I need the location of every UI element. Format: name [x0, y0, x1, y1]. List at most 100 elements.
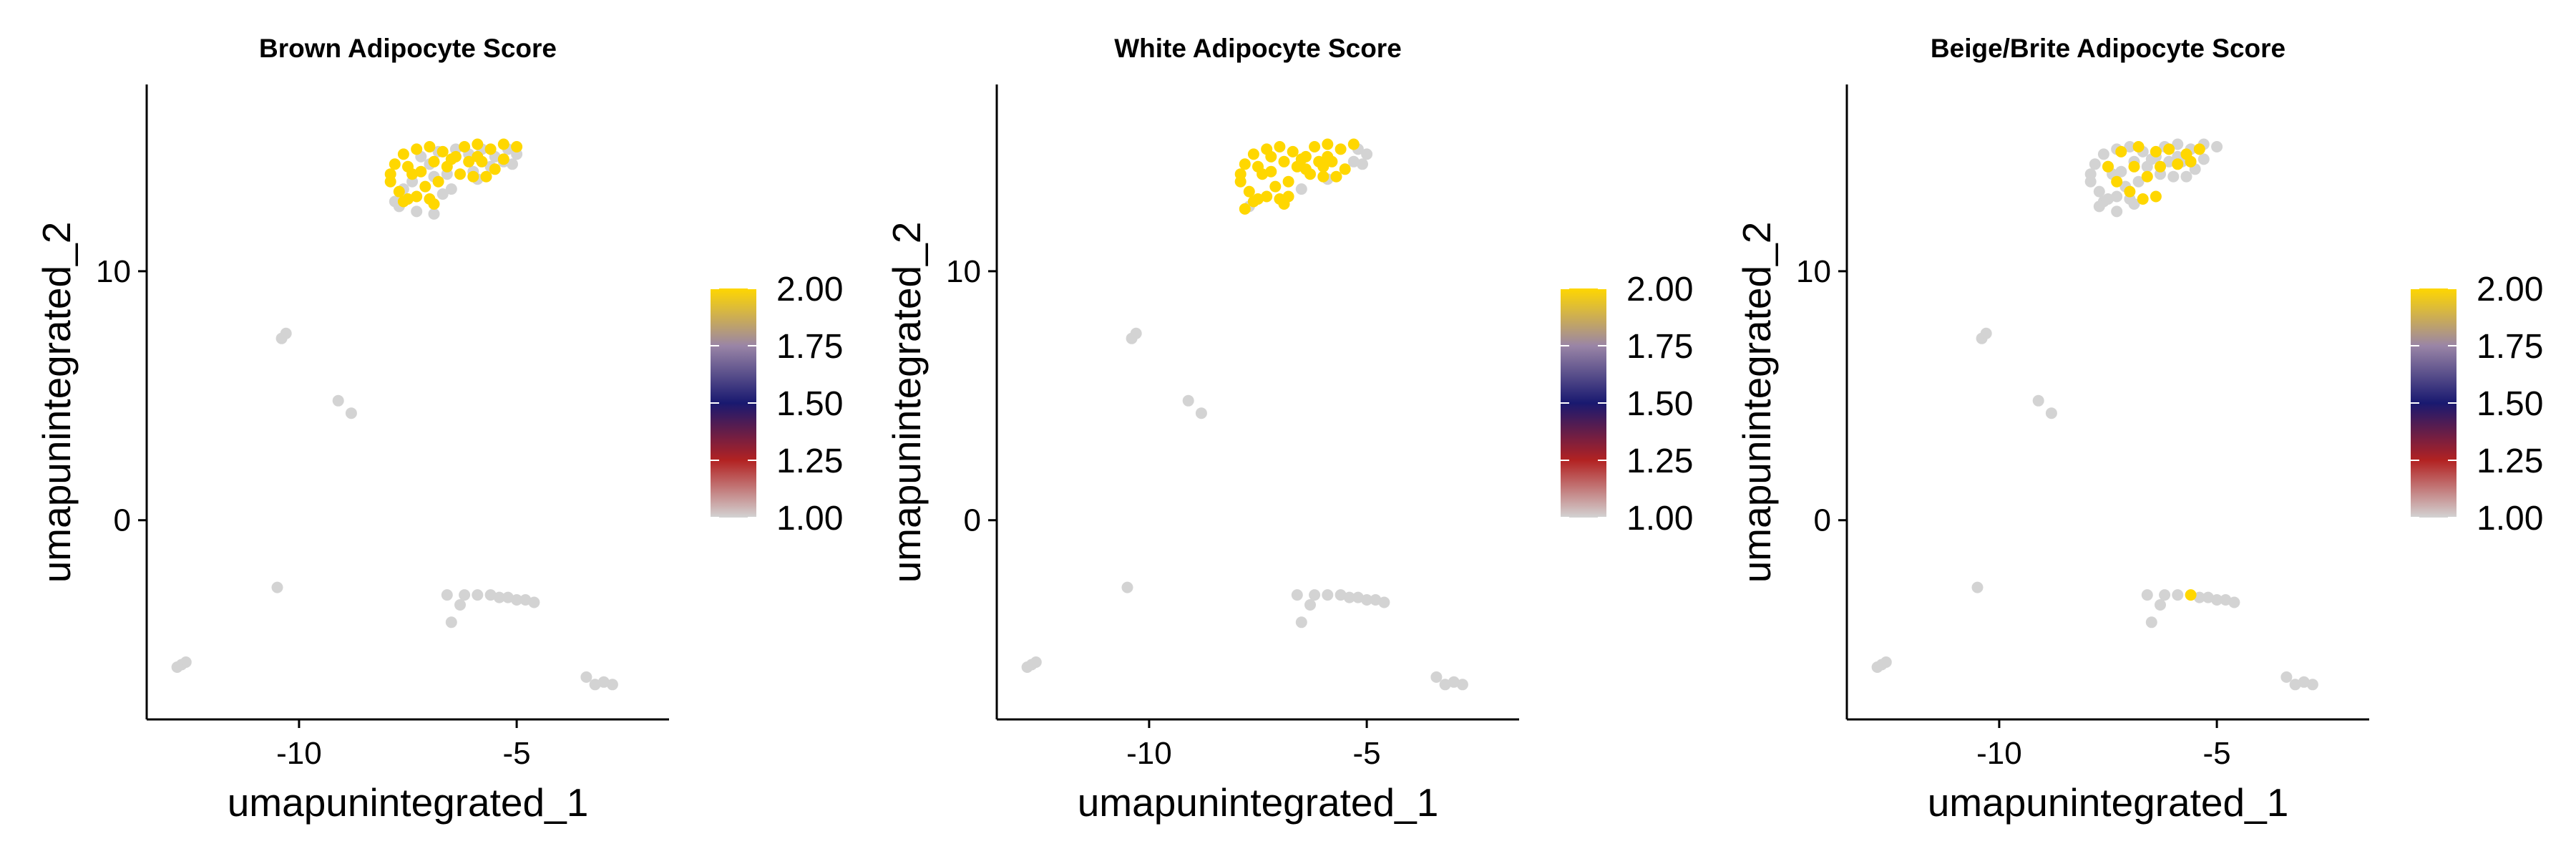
data-point: [1295, 183, 1307, 195]
y-tick-label: 10: [1796, 254, 1831, 289]
data-point: [1317, 170, 1330, 183]
data-point: [2172, 589, 2184, 601]
colorbar-tick-label: 1.50: [2477, 385, 2543, 423]
data-point: [389, 158, 401, 170]
y-axis-label: umapunintegrated_2: [1735, 222, 1779, 583]
data-point: [2111, 175, 2123, 188]
data-point: [1265, 165, 1277, 178]
data-point: [459, 589, 471, 601]
data-point: [2145, 616, 2157, 629]
data-point: [472, 138, 484, 150]
panel-white: White Adipocyte Score 0 10 -10 -5 umapunin…: [884, 34, 1693, 825]
data-point: [2155, 599, 2166, 611]
data-point: [2111, 205, 2123, 218]
data-point: [1871, 661, 1883, 673]
data-point: [2115, 145, 2127, 157]
data-point: [2298, 676, 2310, 688]
data-point: [1335, 143, 1347, 155]
colorbar-tick-label: 1.75: [1626, 328, 1693, 366]
data-point: [280, 327, 292, 339]
data-point: [484, 143, 497, 155]
y-tick-label: 0: [964, 503, 981, 538]
data-point: [1347, 138, 1360, 150]
data-point: [2124, 185, 2136, 198]
colorbar-tick-label: 1.00: [2477, 500, 2543, 538]
data-point: [502, 591, 514, 603]
data-point: [332, 394, 344, 407]
data-point: [597, 676, 610, 688]
y-axis-label: umapunintegrated_2: [884, 222, 929, 583]
data-point: [1317, 160, 1330, 173]
data-point: [1357, 158, 1368, 170]
colorbar-tick-label: 1.00: [1626, 500, 1693, 538]
y-tick-label: 10: [96, 254, 131, 289]
data-point: [1274, 141, 1286, 152]
data-point: [1309, 589, 1321, 601]
y-ticks: 0 10: [1796, 254, 1847, 538]
x-axis-label: umapunintegrated_1: [1928, 780, 2289, 825]
data-point: [1287, 145, 1299, 157]
data-point: [2132, 175, 2145, 188]
data-point: [2306, 679, 2318, 691]
data-point: [1295, 616, 1307, 629]
data-point: [1239, 158, 1251, 170]
data-point: [1378, 596, 1390, 608]
x-axis-label: umapunintegrated_1: [228, 780, 589, 825]
data-point: [1243, 185, 1255, 198]
data-point: [1299, 163, 1312, 175]
data-point: [1291, 589, 1303, 601]
data-point: [2102, 160, 2114, 173]
data-point: [2197, 153, 2210, 165]
data-point: [2167, 170, 2180, 183]
data-point: [411, 143, 423, 155]
x-ticks: -10 -5: [1126, 719, 1381, 771]
data-point: [2032, 394, 2044, 407]
data-point: [497, 138, 509, 150]
data-point: [1265, 150, 1277, 162]
colorbar-tick-label: 1.25: [1626, 442, 1693, 480]
points-layer: [1871, 138, 2318, 691]
data-point: [271, 581, 283, 593]
points-layer: [1021, 138, 1468, 691]
data-point: [1309, 141, 1321, 152]
data-point: [2185, 589, 2197, 601]
data-point: [441, 589, 453, 601]
y-tick-label: 0: [114, 503, 131, 538]
data-point: [489, 163, 501, 175]
data-point: [411, 190, 423, 203]
y-tick-label: 0: [1814, 503, 1831, 538]
data-point: [1257, 168, 1269, 180]
data-point: [484, 589, 497, 601]
y-tick-label: 10: [946, 254, 981, 289]
data-point: [1295, 153, 1307, 165]
x-tick-label: -10: [1126, 736, 1172, 771]
data-point: [1195, 407, 1207, 419]
data-point: [2202, 591, 2214, 603]
data-point: [2172, 158, 2184, 170]
data-point: [428, 208, 440, 220]
data-point: [511, 594, 523, 606]
colorbar: 2.00 1.75 1.50 1.25 1.00: [1561, 271, 1693, 538]
data-point: [1247, 195, 1259, 208]
data-point: [1430, 671, 1443, 683]
data-point: [411, 205, 423, 218]
data-point: [507, 158, 518, 170]
data-point: [2180, 170, 2192, 183]
data-point: [497, 153, 509, 165]
data-point: [589, 679, 601, 691]
panel-beige: Beige/Brite Adipocyte Score 0 10 -10 -5 um…: [1735, 34, 2543, 825]
data-point: [2163, 155, 2175, 168]
data-point: [2089, 158, 2101, 170]
data-point: [1021, 661, 1033, 673]
colorbar-tick-label: 1.50: [1626, 385, 1693, 423]
data-point: [1030, 656, 1042, 668]
y-ticks: 0 10: [96, 254, 147, 538]
data-point: [580, 671, 592, 683]
colorbar-tick-label: 2.00: [2477, 271, 2543, 309]
data-point: [2132, 141, 2145, 152]
colorbar-tick-label: 1.75: [776, 328, 843, 366]
data-point: [454, 168, 466, 180]
data-point: [1361, 148, 1373, 160]
data-point: [171, 661, 183, 673]
data-point: [2185, 155, 2197, 168]
